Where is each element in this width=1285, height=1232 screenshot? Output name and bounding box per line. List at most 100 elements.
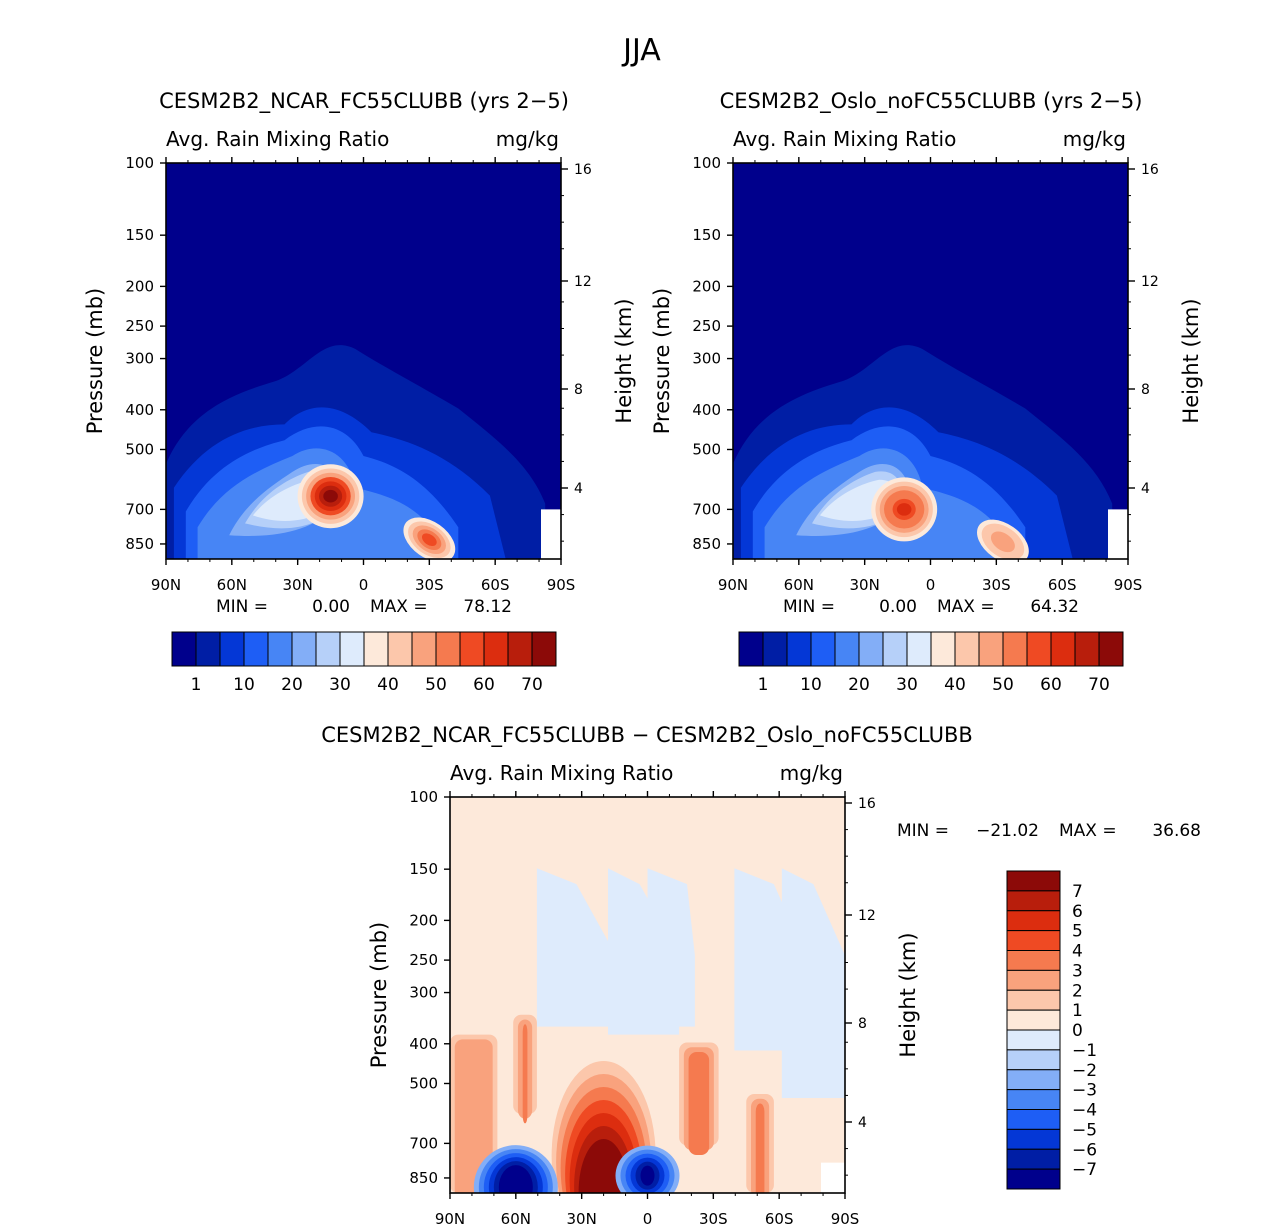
- positive-contour-band-3-3: [688, 1052, 710, 1155]
- y2-tick-label-8: 8: [858, 1016, 867, 1032]
- y-tick-label-300: 300: [409, 984, 438, 1002]
- colorbar-box-7: [906, 631, 932, 667]
- y2-tick-label-16: 16: [1141, 162, 1159, 178]
- min-value: −21.02: [976, 821, 1039, 841]
- colorbar-box-6: [1006, 989, 1061, 1011]
- colorbar-box-15: [531, 631, 557, 667]
- min-label: MIN =: [216, 597, 268, 617]
- colorbar-box-9: [954, 631, 980, 667]
- colorbar-box-15: [1006, 1168, 1061, 1190]
- colorbar-box-8: [1006, 1029, 1061, 1051]
- y2-axis-label: Height (km): [612, 298, 636, 423]
- contour-field: [450, 797, 845, 1193]
- colorbar-label-3: 30: [896, 675, 918, 695]
- y2-tick-label-16: 16: [858, 796, 876, 812]
- colorbar-box-4: [1006, 950, 1061, 971]
- colorbar-label-4: 40: [377, 675, 399, 695]
- colorbar-label-5: 50: [425, 675, 447, 695]
- colorbar-label-1: 10: [800, 675, 822, 695]
- colorbar-box-12: [1026, 631, 1052, 667]
- colorbar-box-7: [1006, 1009, 1061, 1031]
- colorbar-box-5: [291, 631, 317, 667]
- colorbar-box-0: [738, 631, 764, 667]
- x-tick-label-6: 90S: [547, 576, 576, 594]
- max-value: 64.32: [1030, 597, 1079, 617]
- colorbar-box-2: [786, 631, 812, 667]
- colorbar-label-2: 5: [1072, 922, 1083, 942]
- y-tick-label-500: 500: [692, 440, 721, 458]
- positive-contour-band-2-3: [522, 1024, 528, 1124]
- y-tick-label-200: 200: [409, 911, 438, 929]
- x-tick-label-5: 60S: [481, 576, 510, 594]
- figure-title: JJA: [621, 33, 661, 68]
- y-tick-label-150: 150: [125, 226, 154, 244]
- colorbar-box-1: [762, 631, 788, 667]
- y-axis-label: Pressure (mb): [367, 922, 391, 1069]
- max-label: MAX =: [1059, 821, 1117, 841]
- colorbar-label-13: −6: [1072, 1140, 1097, 1160]
- y-tick-label-850: 850: [692, 535, 721, 553]
- colorbar-box-15: [1098, 631, 1124, 667]
- colorbar-box-8: [363, 631, 389, 667]
- x-tick-label-3: 0: [359, 576, 369, 594]
- colorbar-label-1: 6: [1072, 902, 1083, 922]
- y-tick-label-500: 500: [409, 1074, 438, 1092]
- missing-data-region: [541, 509, 561, 559]
- colorbar-box-12: [459, 631, 485, 667]
- colorbar-label-9: −2: [1072, 1061, 1097, 1081]
- y2-tick-label-12: 12: [1141, 274, 1159, 290]
- colorbar-box-13: [1006, 1128, 1061, 1150]
- subtitle-right: mg/kg: [1063, 127, 1126, 151]
- max-label: MAX =: [370, 597, 428, 617]
- subtitle-left: Avg. Rain Mixing Ratio: [166, 127, 389, 151]
- colorbar-box-14: [507, 631, 533, 667]
- max-value: 78.12: [463, 597, 512, 617]
- x-tick-label-4: 30S: [415, 576, 444, 594]
- x-tick-label-1: 60N: [217, 576, 247, 594]
- x-tick-label-4: 30S: [982, 576, 1011, 594]
- missing-data-region: [821, 1162, 845, 1193]
- y-tick-label-400: 400: [125, 401, 154, 419]
- colorbar-label-0: 1: [758, 675, 769, 695]
- colorbar-box-11: [1006, 1089, 1061, 1110]
- y-axis-label: Pressure (mb): [83, 288, 107, 435]
- y-tick-label-400: 400: [409, 1035, 438, 1053]
- colorbar-box-2: [1006, 910, 1061, 932]
- y-tick-label-700: 700: [692, 500, 721, 518]
- y-axis-label: Pressure (mb): [650, 288, 674, 435]
- panel-title: CESM2B2_NCAR_FC55CLUBB − CESM2B2_Oslo_no…: [321, 723, 973, 748]
- colorbar-label-11: −4: [1072, 1101, 1097, 1121]
- negative-contour-band-3: [647, 868, 695, 1027]
- x-tick-label-2: 30N: [850, 576, 880, 594]
- max-label: MAX =: [937, 597, 995, 617]
- x-tick-label-2: 30N: [567, 1210, 597, 1228]
- colorbar-box-4: [267, 631, 293, 667]
- colorbar-box-13: [483, 631, 509, 667]
- negative-contour-band-1: [536, 868, 616, 1027]
- x-tick-label-0: 90N: [718, 576, 748, 594]
- x-tick-label-5: 60S: [765, 1210, 794, 1228]
- colorbar-box-12: [1006, 1109, 1061, 1130]
- positive-contour-band-4-3: [755, 1103, 765, 1193]
- colorbar-box-1: [1006, 890, 1061, 912]
- contour-peak-1-level-7: [896, 503, 912, 516]
- y2-tick-label-16: 16: [574, 162, 592, 178]
- colorbar-box-6: [882, 631, 908, 667]
- min-label: MIN =: [897, 821, 949, 841]
- y-tick-label-500: 500: [125, 440, 154, 458]
- x-tick-label-0: 90N: [435, 1210, 465, 1228]
- colorbar-box-9: [387, 631, 413, 667]
- colorbar-label-7: 0: [1072, 1021, 1083, 1041]
- colorbar-label-3: 30: [329, 675, 351, 695]
- x-tick-label-3: 0: [926, 576, 936, 594]
- colorbar-box-8: [930, 631, 956, 667]
- colorbar-label-1: 10: [233, 675, 255, 695]
- colorbar-box-14: [1006, 1148, 1061, 1170]
- y2-tick-label-12: 12: [858, 908, 876, 924]
- y-tick-label-250: 250: [692, 317, 721, 335]
- y-tick-label-200: 200: [692, 277, 721, 295]
- colorbar-box-14: [1074, 631, 1100, 667]
